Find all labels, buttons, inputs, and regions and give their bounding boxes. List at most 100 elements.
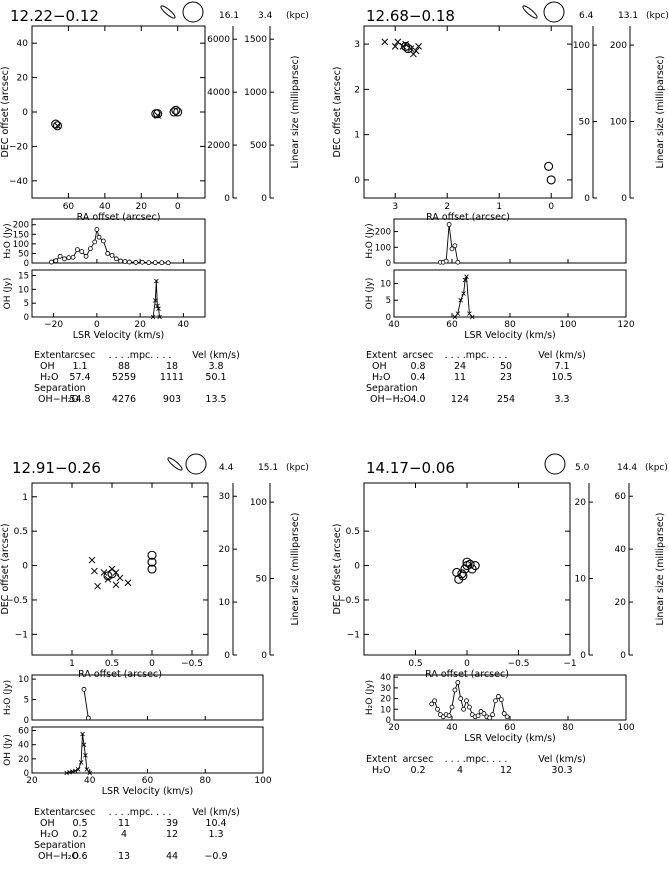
h2o-spectrum-point: [85, 715, 91, 721]
table-cell: 0.5: [72, 818, 87, 829]
h2o-spectrum-point: [83, 253, 89, 259]
table-row-label: H₂O: [40, 829, 58, 840]
h2o-spectrum-y-tick-label: 0: [386, 259, 391, 269]
oh-maser-spot: [112, 569, 120, 576]
y-tick-label: −0.5: [338, 596, 360, 606]
linear-size-tick-label: 500: [250, 141, 267, 151]
table-row-label: OH−H₂O: [38, 851, 79, 862]
h2o-spectrum-y-tick-label: 30: [380, 684, 391, 694]
kpc-near-label: 16.1: [219, 11, 239, 21]
table-separation-label: Separation: [34, 383, 86, 394]
h2o-spectrum-point: [458, 696, 464, 701]
spectrum-x-axis-label: LSR Velocity (km/s): [464, 733, 556, 744]
h2o-spectrum-point: [446, 222, 452, 227]
h2o-spectrum-y-label: H₂O (Jy): [365, 223, 375, 258]
h2o-spectrum-point: [165, 260, 171, 266]
linear-size-tick-label: 1000: [244, 88, 267, 98]
y-axis-label: DEC offset (arcsec): [332, 523, 343, 614]
oh-spectrum-point: [75, 767, 81, 772]
h2o-spectrum-point: [96, 234, 102, 240]
y-tick-label: 0: [354, 562, 360, 572]
table-header-vel: Vel (km/s): [192, 350, 240, 361]
x-tick-label: 0.5: [408, 659, 422, 669]
linear-size-label: Linear size (milliparsec): [290, 56, 301, 169]
beam-circle-icon: [543, 1, 565, 23]
x-tick-label: 0.5: [105, 659, 119, 669]
table-header-arcsec: arcsec: [65, 350, 96, 361]
position-plot-frame: [363, 25, 573, 199]
linear-size-tick-label: 0: [224, 651, 230, 661]
oh-maser-spot: [54, 122, 61, 130]
table-header-vel: Vel (km/s): [192, 807, 240, 818]
oh-spectrum-point: [464, 274, 469, 279]
y-tick-label: 1: [354, 131, 360, 141]
oh-spectrum-point: [155, 303, 160, 309]
oh-spectrum-point: [83, 753, 88, 758]
oh-spectrum-line: [454, 276, 473, 318]
table-separation-label: Separation: [34, 840, 86, 851]
x-axis-label: RA offset (arcsec): [426, 212, 510, 223]
y-axis-label: DEC offset (arcsec): [0, 66, 11, 157]
beam-circle-icon: [185, 453, 207, 475]
h2o-spectrum-point: [57, 253, 63, 259]
kpc-unit-label: (kpc): [645, 463, 668, 473]
oh-maser-spot: [116, 574, 124, 582]
table-row-label: H₂O: [372, 372, 390, 383]
y-tick-label: 1: [22, 493, 28, 503]
oh-maser-spot: [415, 43, 422, 50]
spectrum-x-tick-label: 40: [446, 723, 458, 733]
table-cell: 13.5: [205, 394, 226, 405]
h2o-spectrum-point: [461, 706, 467, 712]
beam-ellipse-icon: [167, 457, 183, 471]
oh-spectrum-point: [80, 731, 85, 737]
h2o-spectrum-point: [87, 246, 93, 252]
linear-size-tick-label: 30: [219, 492, 231, 502]
h2o-spectrum-point: [435, 706, 440, 712]
table-cell: 44: [166, 851, 178, 862]
table-cell: 18: [166, 361, 178, 372]
x-tick-label: 1: [69, 659, 75, 669]
h2o-spectrum-point: [81, 686, 87, 692]
table-header-extent: Extent: [34, 807, 65, 818]
kpc-far-label: 13.1: [618, 11, 638, 21]
h2o-spectrum-y-label: H₂O (Jy): [3, 223, 13, 258]
h2o-spectrum-y-label: H₂O (Jy): [3, 680, 13, 715]
spectrum-x-tick-label: 20: [134, 320, 146, 330]
table-cell: 13: [118, 851, 130, 862]
table-cell: 1111: [160, 372, 184, 383]
table-cell: 88: [118, 361, 130, 372]
oh-maser-spot: [402, 40, 409, 48]
linear-size-tick-label: 0: [584, 194, 590, 204]
panel-4: 14.17−0.06 5.0 14.4 (kpc) 0.5 0 −0.5 −1 0.5 0 −0.5…: [332, 453, 668, 776]
spectrum-x-axis-label: LSR Velocity (km/s): [102, 786, 194, 797]
h2o-maser-spot: [470, 561, 480, 571]
h2o-spectrum-frame: [393, 218, 627, 264]
oh-spectrum-point: [81, 742, 87, 747]
kpc-far-label: 14.4: [617, 463, 637, 473]
oh-spectrum-point: [461, 291, 466, 296]
h2o-spectrum-y-tick-label: 10: [380, 705, 391, 715]
y-tick-label: 0: [354, 176, 360, 186]
h2o-spectrum-point: [455, 680, 461, 685]
oh-maser-spot: [100, 569, 108, 576]
linear-size-label: Linear size (milliparsec): [655, 513, 666, 626]
spectrum-x-tick-label: 100: [254, 776, 271, 786]
oh-spectrum-point: [157, 314, 162, 320]
x-tick-label: 0: [548, 202, 554, 212]
y-tick-label: 40: [17, 39, 29, 49]
h2o-spectrum-point: [105, 251, 111, 256]
kpc-far-label: 15.1: [258, 463, 278, 473]
h2o-maser-spot: [171, 105, 181, 115]
oh-maser-spot: [112, 581, 120, 589]
h2o-spectrum-y-label: H₂O (Jy): [365, 680, 375, 715]
spectrum-x-tick-label: 20: [388, 723, 400, 733]
oh-spectrum-point: [87, 770, 93, 776]
oh-spectrum-y-tick-label: 0: [24, 769, 29, 779]
h2o-spectrum-point: [126, 259, 132, 265]
h2o-spectrum-point: [452, 243, 458, 249]
table-cell: 3.3: [554, 394, 569, 405]
table-cell: 0.6: [72, 851, 87, 862]
h2o-spectrum-point: [146, 260, 152, 266]
linear-size-tick-label: 2000: [207, 141, 230, 151]
oh-spectrum-y-tick-label: 5: [386, 296, 391, 306]
